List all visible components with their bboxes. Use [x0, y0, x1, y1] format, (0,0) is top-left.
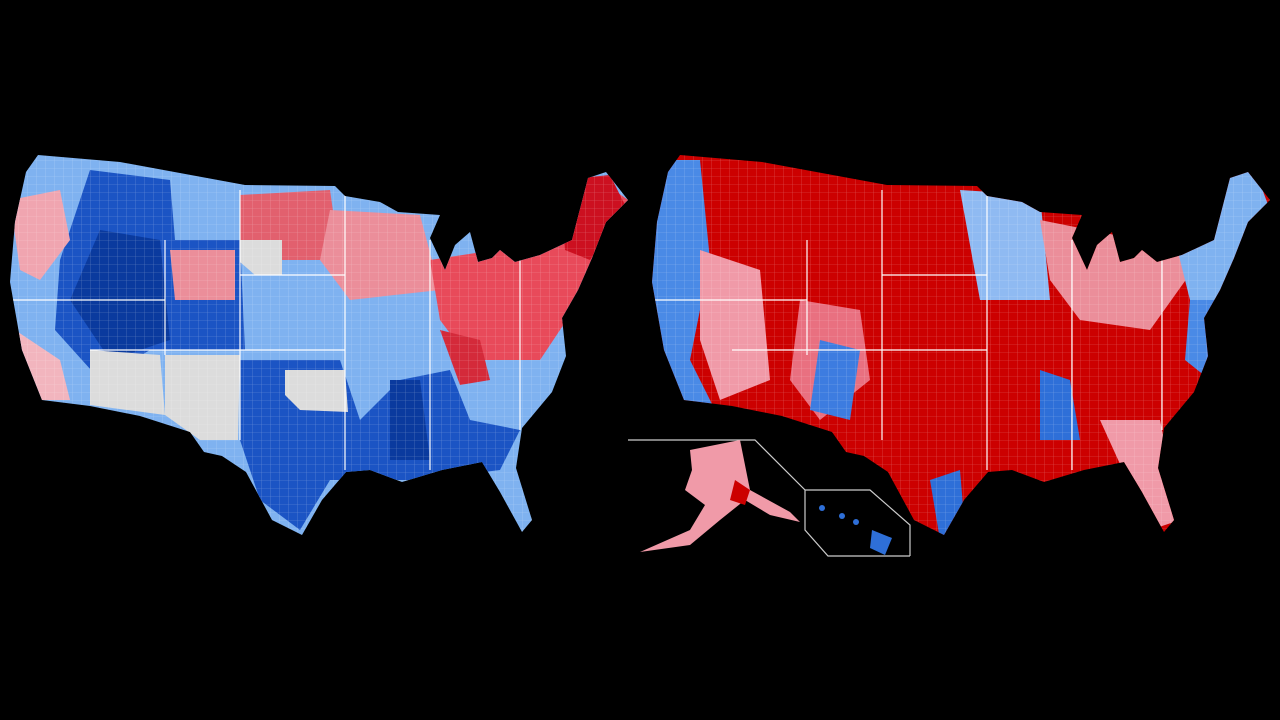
insets	[628, 439, 911, 557]
left-map	[10, 155, 628, 535]
